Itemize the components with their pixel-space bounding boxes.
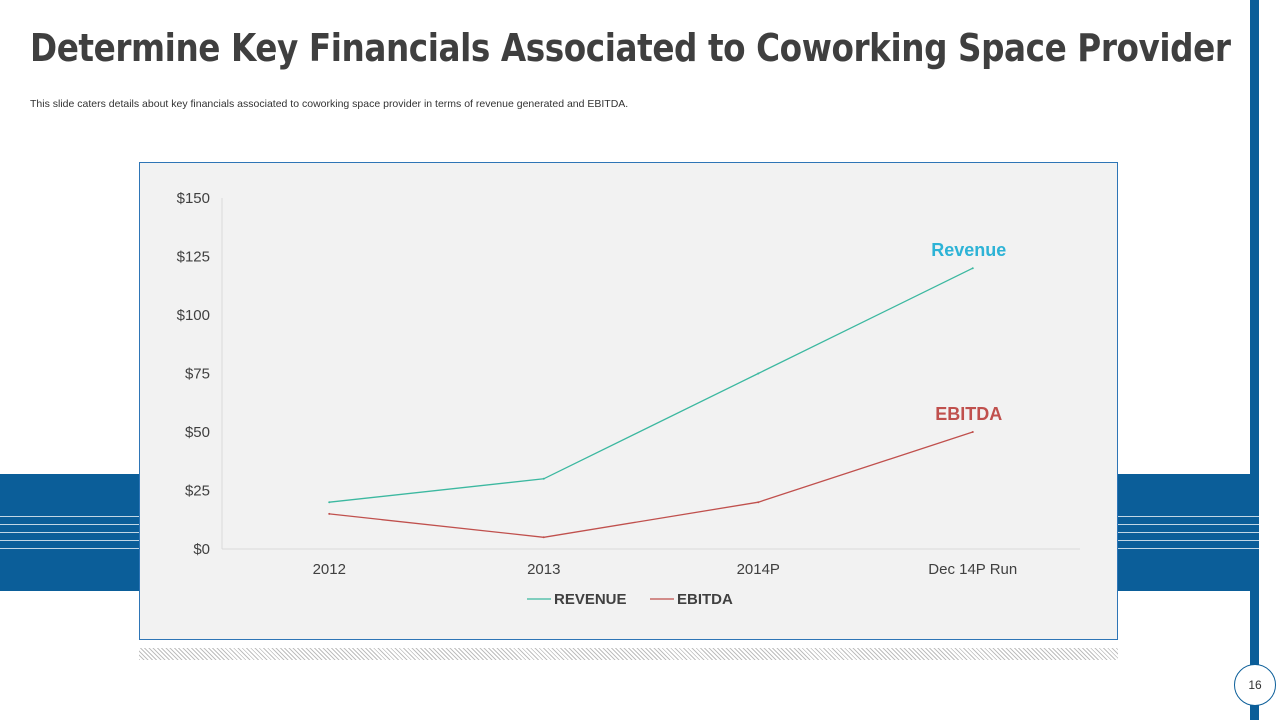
legend-label-ebitda: EBITDA (677, 591, 733, 608)
x-tick-label: 2013 (527, 561, 560, 578)
x-tick-label: Dec 14P Run (928, 561, 1017, 578)
ebitda-point (757, 501, 760, 504)
revenue-point (328, 501, 331, 504)
ebitda-point (971, 431, 974, 433)
x-axis: 2012 2013 2014P Dec 14P Run (222, 548, 1080, 578)
revenue-point (542, 477, 545, 480)
ebitda-point (328, 512, 331, 515)
y-tick-label: $0 (193, 541, 210, 558)
ebitda-point (542, 536, 545, 539)
y-tick-label: $150 (177, 190, 210, 207)
chart-panel (139, 162, 1118, 640)
x-tick-label: 2014P (737, 561, 780, 578)
series-callouts: Revenue EBITDA (931, 240, 1006, 424)
left-band-lines (0, 516, 142, 550)
revenue-callout-label: Revenue (931, 240, 1006, 260)
right-accent-bar (1250, 0, 1259, 720)
slide-subtitle: This slide caters details about key fina… (30, 98, 629, 110)
legend-label-revenue: REVENUE (554, 591, 627, 608)
y-tick-label: $25 (185, 483, 210, 500)
ebitda-callout-label: EBITDA (935, 404, 1002, 424)
y-tick-label: $100 (177, 307, 210, 324)
y-tick-label: $75 (185, 366, 210, 383)
y-tick-label: $125 (177, 249, 210, 266)
revenue-point (971, 267, 974, 270)
revenue-point (757, 372, 760, 375)
legend: REVENUE EBITDA (527, 591, 733, 608)
series-lines (328, 267, 974, 539)
series-line-ebitda (329, 431, 973, 538)
hatch-divider (139, 648, 1118, 660)
x-tick-label: 2012 (313, 561, 346, 578)
slide-title: Determine Key Financials Associated to C… (30, 26, 1231, 70)
series-line-revenue (329, 267, 974, 503)
right-band-lines (1118, 516, 1259, 550)
y-tick-label: $50 (185, 424, 210, 441)
page-number: 16 (1234, 664, 1276, 706)
y-axis: $0 $25 $50 $75 $100 $125 $150 (177, 190, 223, 558)
